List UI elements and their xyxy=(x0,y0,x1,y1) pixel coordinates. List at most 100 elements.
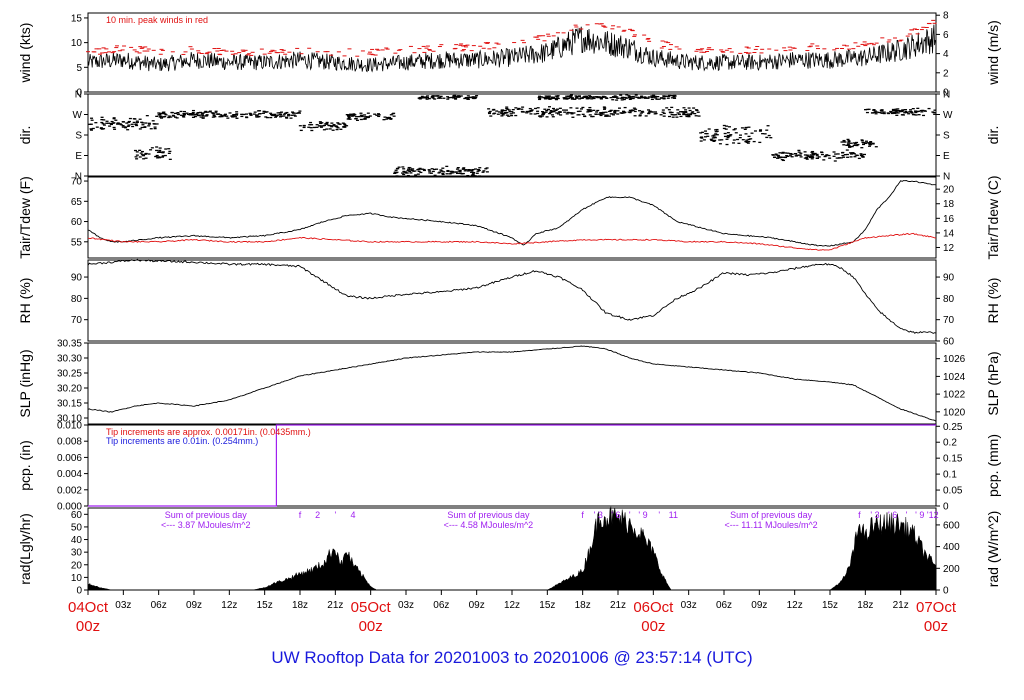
left-tick-label-pcp: 0.002 xyxy=(57,485,82,496)
rad-hour-marker: 4 xyxy=(350,510,355,520)
right-tick-label-pcp: 0.15 xyxy=(943,454,963,465)
right-tick-label-dir: N xyxy=(943,90,950,101)
left-tick-label-dir: N xyxy=(75,90,82,101)
rad-hour-marker: ' xyxy=(888,510,890,520)
rad-hour-marker: 12 xyxy=(929,510,939,520)
right-tick-label-pcp: 0.1 xyxy=(943,470,957,481)
ylabel-right-dir: dir. xyxy=(985,126,1001,145)
rad-sum-label: Sum of previous day xyxy=(730,510,813,520)
right-tick-label-temp: 20 xyxy=(943,185,955,196)
ylabel-pcp: pcp. (in) xyxy=(17,440,33,491)
right-tick-label-dir: W xyxy=(943,110,953,121)
time-tick-label: 15z xyxy=(257,600,273,611)
left-tick-label-rh: 70 xyxy=(71,315,83,326)
slp-series-line-0 xyxy=(87,345,937,422)
meteogram-svg: wind (kts) wind (m/s) 0 5 10 15 0 2 4 6 8 10 min. p… xyxy=(17,11,1001,635)
left-tick-label-rh: 80 xyxy=(71,294,83,305)
temp-series-line-1 xyxy=(87,232,937,251)
rad-hour-marker: 11 xyxy=(669,510,678,520)
right-tick-label-rad: 400 xyxy=(943,542,960,553)
time-tick-label: 18z xyxy=(575,600,591,611)
rad-hour-marker: f xyxy=(858,510,861,520)
left-tick-label-slp: 30.25 xyxy=(57,369,82,380)
left-tick-label-slp: 30.10 xyxy=(57,414,82,425)
left-tick-label-slp: 30.20 xyxy=(57,384,82,395)
time-tick-label: 21z xyxy=(610,600,626,611)
rad-hour-marker: f xyxy=(581,510,584,520)
left-tick-label-wind: 5 xyxy=(76,63,82,74)
rad-sum-label: Sum of previous day xyxy=(447,510,530,520)
ylabel-temp: Tair/Tdew (F) xyxy=(17,176,33,258)
panel-frame-slp xyxy=(87,342,937,425)
time-tick-label: 12z xyxy=(221,600,237,611)
right-tick-label-wind: 8 xyxy=(943,11,949,22)
left-tick-label-dir: S xyxy=(75,131,82,142)
ylabel-right-wind: wind (m/s) xyxy=(985,20,1001,86)
right-tick-label-rh: 70 xyxy=(943,315,955,326)
rad-hour-marker: 6 xyxy=(892,510,897,520)
left-tick-label-wind: 10 xyxy=(71,38,83,49)
time-tick-label: 03z xyxy=(681,600,697,611)
time-tick-label: 15z xyxy=(822,600,838,611)
time-tick-label: 21z xyxy=(893,600,909,611)
ylabel-right-rh: RH (%) xyxy=(985,278,1001,324)
day-label-time: 00z xyxy=(76,618,100,635)
right-tick-label-rad: 600 xyxy=(943,520,960,531)
left-tick-label-rad: 40 xyxy=(71,535,83,546)
rad-sum-value: <--- 11.11 MJoules/m^2 xyxy=(725,520,818,530)
rad-sum-value: <--- 4.58 MJoules/m^2 xyxy=(444,520,534,530)
right-tick-label-slp: 1026 xyxy=(943,354,966,365)
right-tick-label-pcp: 0.25 xyxy=(943,422,963,433)
time-tick-label: 06z xyxy=(151,600,167,611)
rad-hour-marker: 6 xyxy=(615,510,620,520)
right-tick-label-rad: 200 xyxy=(943,564,960,575)
right-tick-label-wind: 2 xyxy=(943,68,949,79)
right-tick-label-temp: 18 xyxy=(943,199,955,210)
right-tick-label-temp: 12 xyxy=(943,243,955,254)
rad-sum-label: Sum of previous day xyxy=(165,510,248,520)
left-tick-label-rad: 30 xyxy=(71,548,83,559)
left-tick-label-slp: 30.30 xyxy=(57,354,82,365)
rad-hour-marker: ' xyxy=(927,510,929,520)
time-tick-label: 06z xyxy=(716,600,732,611)
ylabel-dir: dir. xyxy=(17,126,33,145)
time-tick-label: 09z xyxy=(751,600,767,611)
left-tick-label-rad: 20 xyxy=(71,560,83,571)
rad-hour-marker: 9 xyxy=(919,510,924,520)
precip-series-line xyxy=(88,424,936,507)
right-tick-label-rh: 80 xyxy=(943,294,955,305)
rad-hour-marker: 3 xyxy=(598,510,603,520)
ylabel-right-pcp: pcp. (mm) xyxy=(985,434,1001,497)
left-tick-label-rad: 60 xyxy=(71,510,83,521)
right-tick-label-pcp: 0.05 xyxy=(943,486,963,497)
right-tick-label-rh: 90 xyxy=(943,273,955,284)
day-label-date: 07Oct xyxy=(916,599,957,616)
panel-frame-rh xyxy=(87,259,937,342)
left-tick-label-pcp: 0.006 xyxy=(57,453,82,464)
rad-hour-marker: ' xyxy=(629,510,631,520)
left-tick-label-temp: 65 xyxy=(71,197,83,208)
time-tick-label: 21z xyxy=(327,600,343,611)
rad-hour-marker: 9 xyxy=(643,510,648,520)
wind-annotation: 10 min. peak winds in red xyxy=(106,15,208,25)
rad-sum-value: <--- 3.87 MJoules/m^2 xyxy=(161,520,251,530)
panel-frame-wind xyxy=(87,12,937,93)
left-tick-label-pcp: 0.004 xyxy=(57,469,82,480)
left-tick-label-rh: 90 xyxy=(71,273,83,284)
rh-series-line-0 xyxy=(87,258,937,334)
rad-hour-marker: 2 xyxy=(315,510,320,520)
temp-series-line-0 xyxy=(87,180,937,247)
right-tick-label-dir: N xyxy=(943,172,950,183)
left-tick-label-dir: N xyxy=(75,172,82,183)
left-tick-label-temp: 55 xyxy=(71,237,83,248)
time-tick-label: 09z xyxy=(186,600,202,611)
rad-hour-marker: ' xyxy=(594,510,596,520)
right-tick-label-temp: 14 xyxy=(943,228,955,239)
day-label-date: 06Oct xyxy=(633,599,674,616)
right-tick-label-rh: 60 xyxy=(943,337,955,348)
left-tick-label-slp: 30.15 xyxy=(57,399,82,410)
right-tick-label-wind: 0 xyxy=(943,88,949,99)
left-tick-label-pcp: 0.008 xyxy=(57,437,82,448)
rad-hour-marker: f xyxy=(299,510,302,520)
right-tick-label-temp: 16 xyxy=(943,214,955,225)
